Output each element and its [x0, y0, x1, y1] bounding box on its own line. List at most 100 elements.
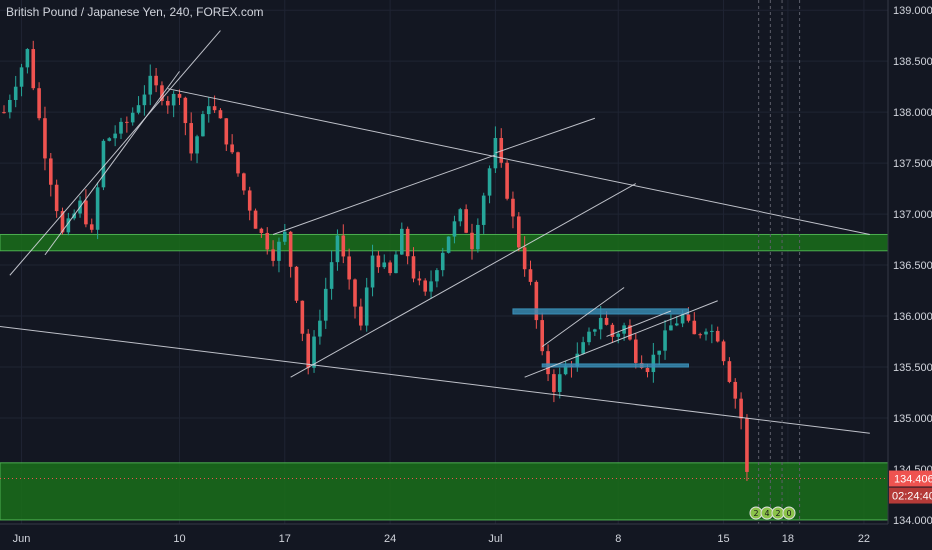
candle-body [575, 353, 580, 367]
candle-body [130, 112, 135, 123]
candle-body [528, 269, 533, 282]
candle-body [353, 279, 357, 307]
time-tick-label: 22 [858, 533, 870, 545]
candle-body [323, 288, 328, 321]
event-flag-icon [782, 506, 796, 520]
candle-body [288, 231, 293, 267]
candle-body [259, 228, 264, 233]
candle-body [546, 351, 550, 375]
trend-line-6 [290, 183, 637, 378]
time-tick-label: 18 [782, 533, 794, 545]
candle-body [704, 331, 708, 335]
price-tick-label: 136.000 [893, 311, 932, 323]
candle-body [25, 49, 30, 68]
candle-body [283, 231, 287, 242]
time-tick-label: Jun [13, 533, 31, 545]
candle-body [66, 218, 71, 233]
candle-body [271, 249, 275, 261]
candle-body [616, 333, 621, 337]
candle-body [563, 365, 568, 375]
candle-body [487, 168, 492, 196]
range-box-1 [541, 363, 689, 368]
candle-body [435, 270, 439, 282]
chart-title: British Pound / Japanese Yen, 240, FOREX… [6, 5, 264, 19]
candle-body [72, 213, 76, 219]
candle-body [470, 232, 474, 250]
candle-body [710, 330, 714, 332]
candles [2, 40, 749, 481]
trend-line-3 [44, 71, 180, 256]
trend-line-1 [167, 88, 870, 235]
candle-body [54, 184, 59, 212]
candle-body [49, 158, 53, 185]
candle-body [429, 281, 433, 292]
candle-body [604, 317, 609, 325]
candle-body [458, 209, 463, 222]
candle-body [43, 118, 47, 159]
candle-body [277, 241, 281, 261]
candle-body [669, 325, 673, 331]
candle-body [101, 140, 106, 188]
candle-body [177, 93, 182, 98]
price-tick-label: 136.500 [893, 260, 932, 272]
candle-body [405, 228, 410, 257]
candle-body [359, 306, 363, 326]
candle-body [534, 281, 539, 321]
candle-body [107, 138, 112, 141]
candle-body [31, 49, 36, 89]
candle-body [476, 224, 480, 250]
candle-body [557, 374, 562, 392]
candle-body [739, 398, 743, 419]
time-tick-label: Jul [488, 533, 502, 545]
candle-body [610, 324, 615, 337]
price-tick-label: 135.000 [893, 413, 932, 425]
candle-body [493, 137, 498, 169]
candle-body [517, 216, 521, 248]
time-tick-label: 10 [173, 533, 185, 545]
price-tick-label: 138.000 [893, 107, 932, 119]
candle-body [236, 152, 240, 174]
event-flag-label: 0 [786, 509, 791, 518]
candle-body [230, 144, 234, 153]
candle-body [440, 252, 445, 271]
trend-line-5 [495, 117, 596, 154]
candle-body [394, 254, 398, 274]
candle-body [686, 314, 691, 321]
candle-body [376, 255, 381, 268]
price-tick-label: 135.500 [893, 362, 932, 374]
candle-body [84, 200, 88, 225]
event-flag-label: 4 [764, 509, 769, 518]
candle-body [119, 121, 123, 134]
candle-body [206, 106, 211, 115]
candle-body [593, 329, 597, 332]
candle-body [680, 314, 685, 324]
candle-body [511, 198, 515, 217]
candle-body [481, 195, 486, 225]
candle-body [306, 333, 310, 368]
candle-body [242, 173, 246, 191]
candle-body [400, 228, 404, 255]
candle-body [13, 86, 18, 100]
candle-body [505, 162, 509, 199]
candle-body [148, 75, 153, 95]
candle-body [370, 255, 375, 288]
candle-body [19, 67, 24, 87]
candle-body [587, 331, 591, 343]
range-box-0 [512, 308, 689, 315]
candle-body [727, 361, 732, 382]
candle-body [265, 232, 270, 250]
candle-body [247, 190, 252, 211]
time-tick-label: 24 [384, 533, 396, 545]
price-tick-label: 134.000 [893, 515, 932, 527]
candle-body [37, 88, 41, 119]
trend-line-0 [0, 325, 870, 434]
candle-body [522, 247, 527, 270]
candle-body [318, 320, 322, 337]
candle-body [201, 114, 205, 137]
candle-body [598, 317, 603, 330]
candle-body [733, 381, 738, 399]
candle-body [417, 278, 422, 281]
